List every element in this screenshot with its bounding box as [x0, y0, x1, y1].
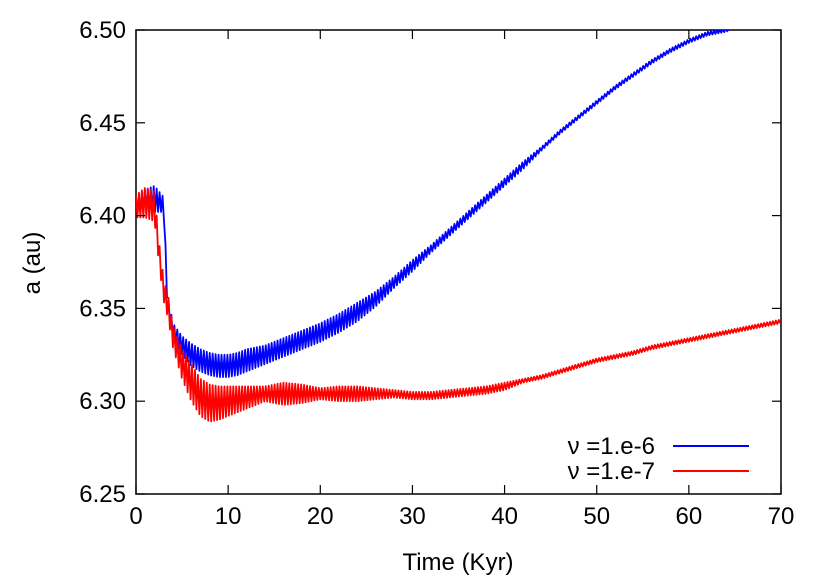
x-tick-label: 30 [399, 503, 426, 530]
x-axis-title: Time (Kyr) [402, 549, 513, 576]
x-tick-label: 50 [583, 503, 610, 530]
legend: ν =1.e-6ν =1.e-7 [568, 433, 749, 485]
x-tick-label: 0 [129, 503, 142, 530]
series-line-2 [136, 187, 781, 423]
x-tick-label: 20 [307, 503, 334, 530]
x-tick-label: 10 [215, 503, 242, 530]
plot-border [135, 29, 782, 495]
y-tick-label: 6.40 [79, 203, 126, 230]
legend-label-1: ν =1.e-6 [568, 433, 655, 460]
y-tick-label: 6.35 [79, 295, 126, 322]
y-axis-title: a (au) [19, 232, 46, 295]
y-tick-label: 6.25 [79, 481, 126, 508]
series-layer [136, 30, 781, 423]
y-tick-label: 6.45 [79, 110, 126, 137]
x-tick-label: 70 [768, 503, 795, 530]
series-line-1 [136, 30, 731, 378]
legend-label-2: ν =1.e-7 [568, 458, 655, 485]
plot-frame [135, 29, 782, 495]
x-tick-label: 60 [676, 503, 703, 530]
y-tick-label: 6.50 [79, 17, 126, 44]
x-tick-label: 40 [491, 503, 518, 530]
axis-ticks: 0 10 20 30 40 50 60 70 6.25 6.30 6.35 6.40 6.45 6.50 [79, 17, 794, 530]
y-tick-label: 6.30 [79, 388, 126, 415]
